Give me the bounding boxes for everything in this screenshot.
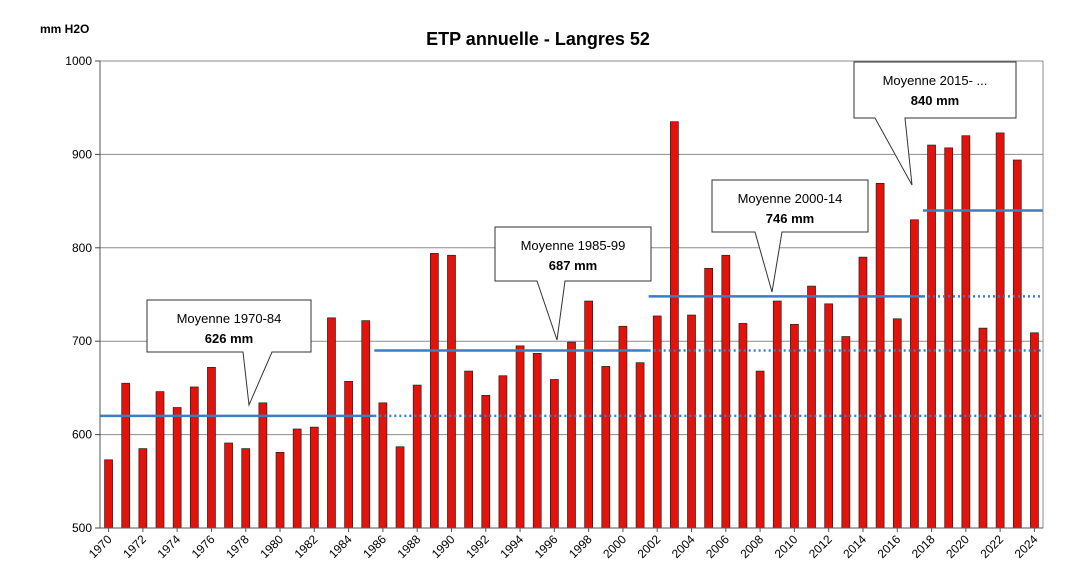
plot-frame: [99, 61, 1044, 529]
bar: [961, 135, 971, 529]
bar: [550, 379, 559, 529]
bar: [378, 402, 388, 529]
bar: [1012, 159, 1022, 529]
bar: [224, 442, 233, 529]
bar: [429, 253, 439, 529]
y-tick-label: 1000: [65, 54, 92, 68]
bar: [327, 317, 336, 529]
bar: [464, 370, 473, 529]
bar: [944, 147, 954, 529]
average-callouts: Moyenne 1970-84 626 mm Moyenne 1985-99 687 …: [146, 61, 1017, 407]
bar: [995, 132, 1005, 529]
bar: [309, 426, 319, 529]
bar: [601, 366, 611, 529]
callout-period-label: Moyenne 2000-14: [738, 191, 843, 206]
bar: [910, 219, 919, 529]
bar: [344, 381, 353, 529]
y-tick-label: 800: [72, 241, 92, 255]
callout-average-value: 687 mm: [549, 258, 597, 273]
bar: [104, 459, 113, 529]
y-axis-ticks: 500 600 700 800 900 1000: [65, 54, 100, 535]
bar: [207, 367, 216, 529]
bar: [155, 391, 165, 529]
bar: [978, 327, 988, 529]
bar: [121, 382, 131, 529]
y-tick-label: 900: [72, 147, 92, 161]
bars: [104, 121, 1039, 529]
callout-box: [853, 61, 1017, 186]
y-tick-label: 600: [72, 428, 92, 442]
bar: [532, 352, 542, 529]
bar: [652, 315, 662, 529]
callout-box: [711, 179, 869, 293]
callout-average-value: 840 mm: [911, 93, 959, 108]
bar: [772, 300, 782, 529]
callout-period-label: Moyenne 1985-99: [521, 238, 626, 253]
bar: [1030, 332, 1039, 529]
bar: [618, 325, 628, 529]
bar: [807, 285, 816, 529]
bar: [172, 407, 182, 529]
callout-period-label: Moyenne 1970-84: [177, 311, 282, 326]
y-tick-label: 700: [72, 334, 92, 348]
bar: [241, 448, 251, 529]
bar: [258, 402, 268, 529]
callout-box: [146, 299, 312, 407]
callout-average-value: 746 mm: [766, 211, 814, 226]
bar: [275, 451, 285, 529]
bar: [704, 267, 714, 529]
chart-title: ETP annuelle - Langres 52: [426, 29, 650, 49]
bar: [841, 336, 851, 529]
callout-box: [494, 226, 652, 341]
callout-average-value: 626 mm: [205, 331, 253, 346]
bar: [498, 375, 508, 529]
bar: [412, 384, 422, 529]
bar: [687, 314, 696, 529]
bar: [567, 341, 576, 529]
bar: [292, 428, 302, 529]
bar: [790, 324, 799, 529]
mean-lines: [100, 209, 1043, 418]
bar: [395, 446, 405, 529]
bar: [738, 323, 748, 529]
y-tick-label: 500: [72, 521, 92, 535]
bar: [927, 144, 936, 529]
bar: [138, 448, 148, 529]
bar: [635, 362, 645, 529]
bar: [584, 300, 593, 529]
bar: [858, 256, 868, 529]
bar: [361, 320, 371, 529]
bar: [670, 121, 679, 529]
bar: [447, 254, 456, 529]
bar: [189, 386, 199, 529]
bar: [515, 345, 525, 529]
bar: [875, 183, 885, 529]
bar: [755, 370, 765, 529]
callout-period-label: Moyenne 2015- ...: [883, 73, 988, 88]
y-axis-unit-label: mm H2O: [40, 22, 89, 36]
